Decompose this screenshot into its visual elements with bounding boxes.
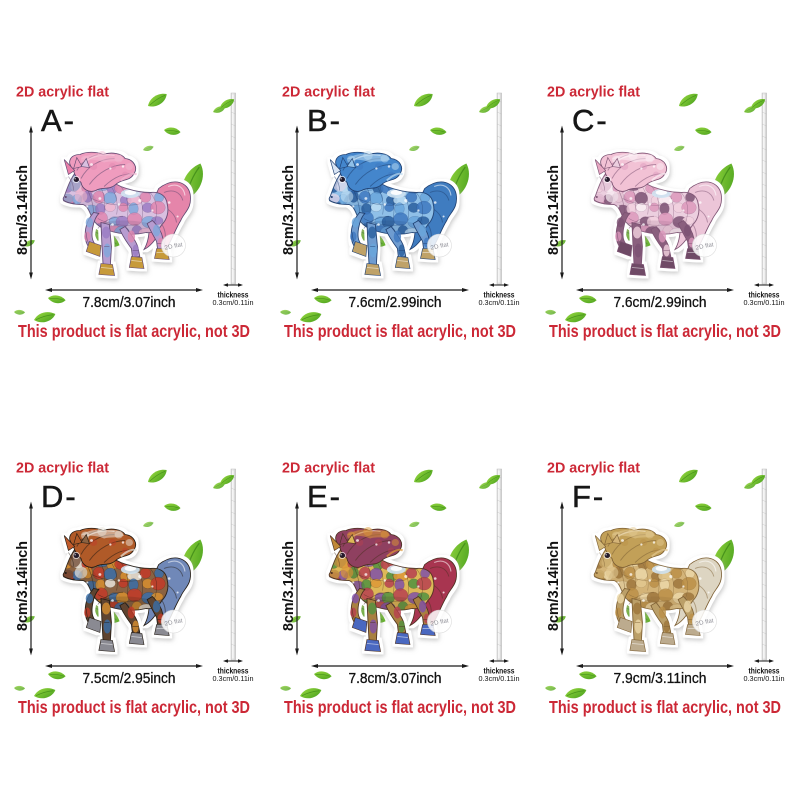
svg-text:2D flat: 2D flat	[429, 241, 449, 251]
svg-text:A-: A-	[41, 103, 76, 138]
svg-text:2D acrylic flat: 2D acrylic flat	[282, 84, 375, 101]
svg-text:7.5cm/2.95inch: 7.5cm/2.95inch	[83, 670, 176, 687]
svg-text:2D acrylic flat: 2D acrylic flat	[547, 84, 640, 101]
svg-text:0.3cm/0.11in: 0.3cm/0.11in	[213, 298, 254, 307]
svg-text:7.8cm/3.07inch: 7.8cm/3.07inch	[348, 670, 441, 687]
svg-text:8cm/3.14inch: 8cm/3.14inch	[14, 541, 31, 631]
svg-text:thickness: thickness	[218, 667, 249, 676]
svg-text:8cm/3.14inch: 8cm/3.14inch	[545, 165, 562, 255]
svg-text:E-: E-	[307, 479, 342, 514]
svg-text:This product is flat acrylic,: This product is flat acrylic, not 3D	[549, 697, 781, 717]
svg-text:2D flat: 2D flat	[164, 241, 184, 251]
svg-text:thickness: thickness	[483, 667, 514, 676]
svg-text:2D acrylic flat: 2D acrylic flat	[282, 460, 375, 477]
svg-text:D-: D-	[41, 479, 78, 514]
svg-text:This product is flat acrylic,: This product is flat acrylic, not 3D	[549, 321, 781, 341]
svg-text:0.3cm/0.11in: 0.3cm/0.11in	[744, 674, 785, 683]
svg-text:8cm/3.14inch: 8cm/3.14inch	[280, 165, 297, 255]
svg-text:F-: F-	[572, 479, 605, 514]
svg-text:2D flat: 2D flat	[429, 617, 449, 627]
svg-text:2D flat: 2D flat	[164, 617, 184, 627]
svg-text:0.3cm/0.11in: 0.3cm/0.11in	[478, 298, 519, 307]
svg-text:This product is flat acrylic,: This product is flat acrylic, not 3D	[18, 321, 250, 341]
svg-text:This product is flat acrylic,: This product is flat acrylic, not 3D	[284, 321, 516, 341]
svg-text:thickness: thickness	[749, 291, 780, 300]
svg-text:thickness: thickness	[749, 667, 780, 676]
svg-text:thickness: thickness	[218, 291, 249, 300]
svg-text:0.3cm/0.11in: 0.3cm/0.11in	[744, 298, 785, 307]
svg-text:C-: C-	[572, 103, 609, 138]
svg-text:This product is flat acrylic,: This product is flat acrylic, not 3D	[284, 697, 516, 717]
svg-text:2D acrylic flat: 2D acrylic flat	[547, 460, 640, 477]
svg-text:0.3cm/0.11in: 0.3cm/0.11in	[478, 674, 519, 683]
svg-text:B-: B-	[307, 103, 342, 138]
svg-text:This product is flat acrylic,: This product is flat acrylic, not 3D	[18, 697, 250, 717]
svg-text:2D flat: 2D flat	[695, 617, 715, 627]
svg-text:2D flat: 2D flat	[695, 241, 715, 251]
svg-text:7.6cm/2.99inch: 7.6cm/2.99inch	[614, 294, 707, 311]
svg-text:thickness: thickness	[483, 291, 514, 300]
svg-text:7.8cm/3.07inch: 7.8cm/3.07inch	[83, 294, 176, 311]
svg-text:7.6cm/2.99inch: 7.6cm/2.99inch	[348, 294, 441, 311]
svg-text:2D acrylic flat: 2D acrylic flat	[16, 84, 109, 101]
svg-text:8cm/3.14inch: 8cm/3.14inch	[280, 541, 297, 631]
svg-text:8cm/3.14inch: 8cm/3.14inch	[545, 541, 562, 631]
svg-text:8cm/3.14inch: 8cm/3.14inch	[14, 165, 31, 255]
svg-text:2D acrylic flat: 2D acrylic flat	[16, 460, 109, 477]
svg-text:0.3cm/0.11in: 0.3cm/0.11in	[213, 674, 254, 683]
svg-text:7.9cm/3.11inch: 7.9cm/3.11inch	[614, 670, 707, 687]
